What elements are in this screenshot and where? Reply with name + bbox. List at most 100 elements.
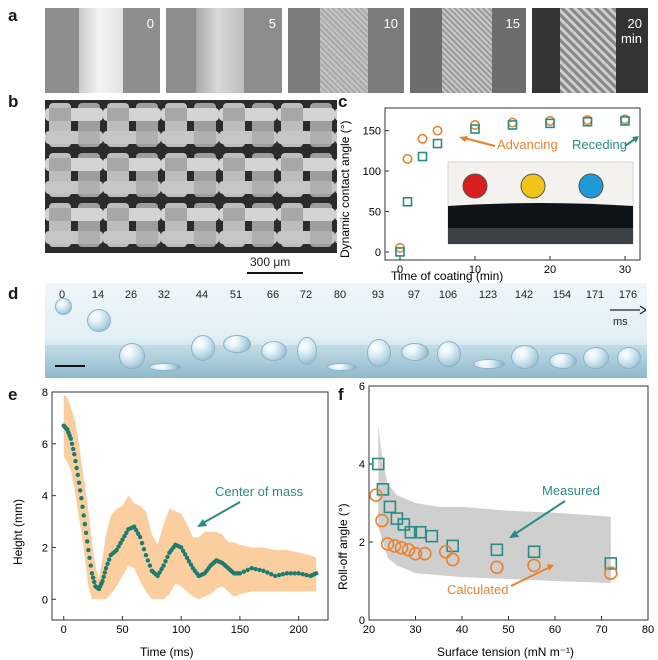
e-com-point — [188, 562, 194, 567]
f-point-calculated — [401, 543, 416, 557]
e-com-point — [122, 534, 127, 539]
tile-time-label: 15 — [505, 16, 520, 31]
sem-tile-20: 20 min — [532, 8, 648, 93]
e-com-point — [76, 480, 82, 485]
droplet — [191, 335, 215, 361]
f-xlabel: Surface tension (mN m⁻¹) — [437, 645, 574, 659]
e-com-point — [261, 568, 266, 573]
e-com-point — [296, 571, 301, 576]
time-label: 51 — [229, 289, 243, 301]
time-label: 97 — [407, 289, 421, 301]
panel-label-e: e — [8, 385, 18, 404]
f-point-measured — [404, 525, 418, 539]
c-ylabel: Dynamic contact angle (°) — [338, 120, 352, 258]
e-com-point — [182, 552, 188, 557]
receding-arrow — [624, 138, 636, 147]
f-point-calculated — [603, 566, 618, 580]
f-point-measured — [425, 529, 439, 543]
f-point-calculated — [408, 546, 423, 561]
c-point-advancing — [402, 153, 413, 164]
e-com-point — [92, 579, 97, 585]
e-com-point — [163, 559, 168, 564]
e-com-point — [79, 496, 84, 501]
e-com-point — [105, 561, 110, 567]
e-ytick-label: 8 — [42, 387, 48, 399]
e-com-point — [241, 569, 247, 574]
droplet-inset — [447, 161, 634, 245]
time-label: 14 — [91, 289, 105, 301]
f-ylabel: Roll-off angle (°) — [336, 503, 350, 590]
e-com-point — [72, 451, 77, 457]
e-xtick-label: 200 — [289, 624, 307, 636]
e-com-point — [75, 472, 81, 478]
measured-label: Measured — [542, 483, 600, 498]
e-com-point — [80, 504, 85, 510]
e-com-point — [69, 441, 75, 447]
e-com-point — [280, 572, 286, 577]
e-com-point — [161, 563, 166, 568]
panel-label-c: c — [338, 92, 348, 111]
c-point-receding — [417, 151, 428, 162]
f-point-calculated — [387, 539, 402, 553]
droplet — [583, 347, 609, 369]
e-com-point — [88, 563, 93, 568]
e-com-point — [165, 554, 170, 560]
e-com-point — [106, 557, 112, 562]
e-com-point — [272, 573, 278, 579]
droplet — [55, 298, 72, 315]
time-label: 142 — [514, 289, 534, 301]
time-label: 106 — [438, 289, 458, 301]
e-plot-frame — [51, 391, 329, 621]
e-com-point — [180, 548, 186, 554]
yellow-droplet — [520, 173, 546, 199]
droplet — [473, 359, 505, 369]
calculated-arrow — [510, 567, 549, 587]
time-label: 171 — [585, 289, 605, 301]
e-com-point — [103, 565, 109, 571]
panel-label-a: a — [8, 6, 18, 25]
scale-bar — [247, 272, 303, 274]
e-com-point — [135, 531, 141, 536]
c-xtick-label: 0 — [397, 264, 403, 276]
f-point-measured — [604, 557, 618, 570]
f-xtick-label: 70 — [595, 624, 607, 636]
e-com-point — [83, 530, 89, 535]
e-com-point — [90, 575, 96, 580]
time-label: 44 — [195, 289, 209, 301]
e-com-point — [86, 547, 91, 553]
center-of-mass-label: Center of mass — [215, 484, 304, 499]
tile-time-label: 0 — [146, 16, 154, 31]
advancing-label: Advancing — [497, 137, 558, 152]
e-com-point — [292, 571, 297, 576]
center-of-mass-arrow — [202, 501, 241, 524]
d-unit-label: ms — [613, 316, 628, 328]
e-com-point — [81, 513, 86, 518]
f-point-measured — [397, 518, 411, 531]
droplet — [401, 343, 429, 361]
sem-tile-0: 0 — [45, 8, 160, 93]
f-point-calculated — [490, 560, 504, 575]
e-com-point — [178, 545, 184, 550]
c-point-receding — [507, 120, 518, 130]
c-xlabel: Time of coating (min) — [391, 269, 503, 283]
e-com-point — [116, 544, 121, 549]
e-ylabel: Height (mm) — [11, 499, 25, 565]
e-com-point — [184, 555, 190, 561]
e-com-point — [186, 559, 192, 564]
e-com-point — [85, 539, 90, 544]
tile-time-label: 10 — [383, 16, 398, 31]
measured-arrow — [514, 500, 566, 535]
f-xtick-label: 80 — [642, 624, 654, 636]
e-com-point — [73, 458, 78, 464]
f-point-measured — [490, 543, 504, 557]
e-com-point — [269, 572, 274, 577]
f-point-calculated — [445, 552, 460, 567]
time-label: 26 — [124, 289, 138, 301]
f-ytick-label: 6 — [359, 381, 365, 393]
e-com-point — [132, 524, 137, 529]
e-com-point — [133, 527, 139, 533]
e-ytick-label: 2 — [42, 542, 48, 554]
e-com-point — [276, 572, 282, 578]
e-com-point — [245, 567, 250, 573]
e-com-point — [70, 446, 76, 452]
